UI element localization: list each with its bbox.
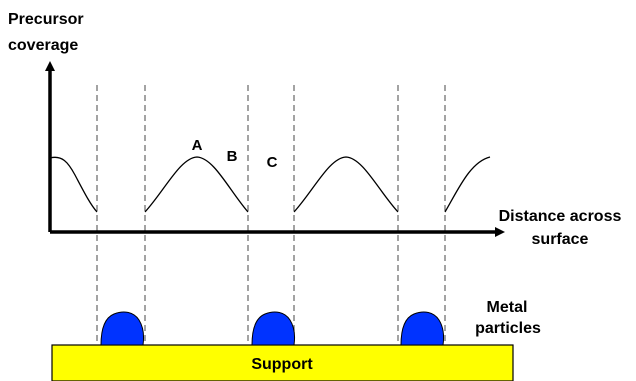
y-axis-label: Precursor	[8, 11, 84, 28]
support-label: Support	[251, 356, 313, 373]
curve-label: C	[267, 154, 278, 171]
y-axis-label: coverage	[8, 37, 78, 54]
curve-label: A	[192, 137, 203, 154]
metal-particles	[101, 312, 444, 345]
guide-lines	[97, 85, 445, 345]
particles-label: Metal	[487, 299, 528, 316]
particles-label: particles	[475, 320, 541, 337]
diagram: Support Precursor coverage Distance acro…	[0, 0, 636, 381]
curve-label: B	[227, 148, 238, 165]
x-axis-label: surface	[532, 231, 589, 248]
x-axis-label: Distance across	[499, 208, 622, 225]
